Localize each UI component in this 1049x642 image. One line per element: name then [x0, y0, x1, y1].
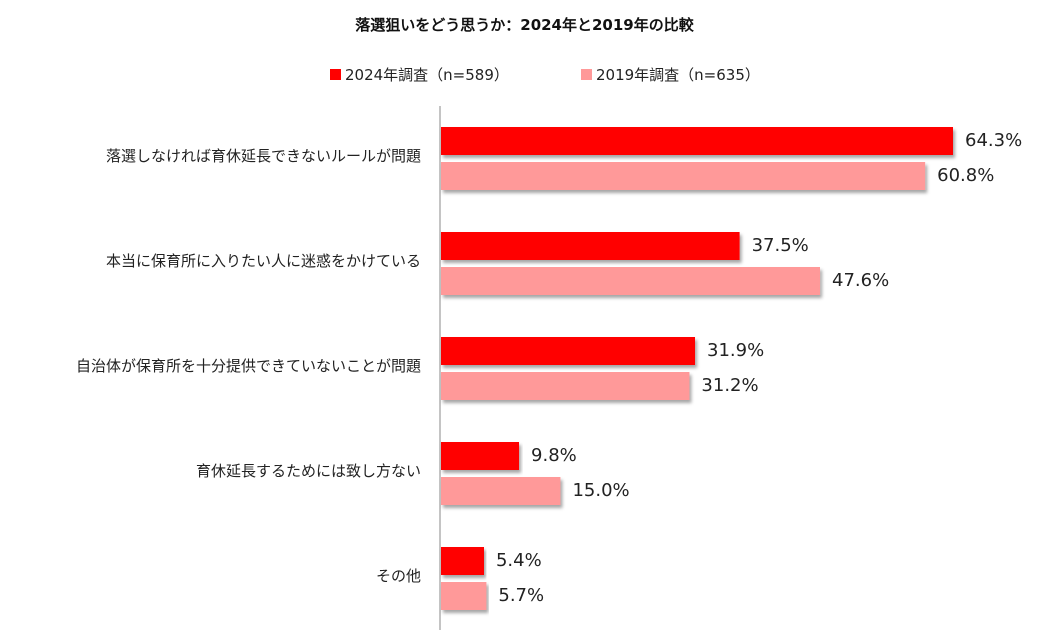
bar-2024 — [441, 127, 953, 155]
bar-2019 — [441, 582, 487, 610]
data-label: 37.5% — [751, 235, 809, 256]
bar-2024 — [441, 442, 520, 470]
legend-label-2019: 2019年調査（n=635） — [596, 66, 760, 84]
bar-2019 — [441, 477, 561, 505]
data-label: 15.0% — [572, 480, 630, 501]
data-label: 47.6% — [832, 270, 890, 291]
data-label: 64.3% — [965, 130, 1023, 151]
category-label: 本当に保育所に入りたい人に迷惑をかけている — [105, 252, 421, 270]
chart-title: 落選狙いをどう思うか：2024年と2019年の比較 — [355, 16, 694, 34]
legend-label-2024: 2024年調査（n=589） — [345, 66, 509, 84]
data-label: 5.4% — [495, 550, 542, 571]
data-label: 31.9% — [707, 340, 765, 361]
data-label: 9.8% — [531, 445, 577, 466]
bar-2024 — [441, 337, 696, 365]
legend-swatch-2024 — [330, 69, 341, 80]
data-label: 5.7% — [498, 585, 545, 606]
legend-swatch-2019 — [581, 69, 592, 80]
category-label: 落選しなければ育休延長できないルールが問題 — [105, 147, 421, 165]
category-label: 自治体が保育所を十分提供できていないことが問題 — [75, 357, 421, 375]
category-label: その他 — [375, 567, 421, 585]
category-label: 育休延長するためには致し方ない — [195, 462, 421, 480]
bar-2019 — [441, 267, 821, 295]
bar-2019 — [441, 372, 690, 400]
legend-item-2024: 2024年調査（n=589） — [330, 64, 509, 85]
bar-2019 — [441, 162, 926, 190]
bar-2024 — [441, 547, 484, 575]
data-label: 60.8% — [937, 165, 995, 186]
data-label: 31.2% — [701, 375, 759, 396]
legend-item-2019: 2019年調査（n=635） — [581, 64, 760, 85]
bar-2024 — [441, 232, 740, 260]
